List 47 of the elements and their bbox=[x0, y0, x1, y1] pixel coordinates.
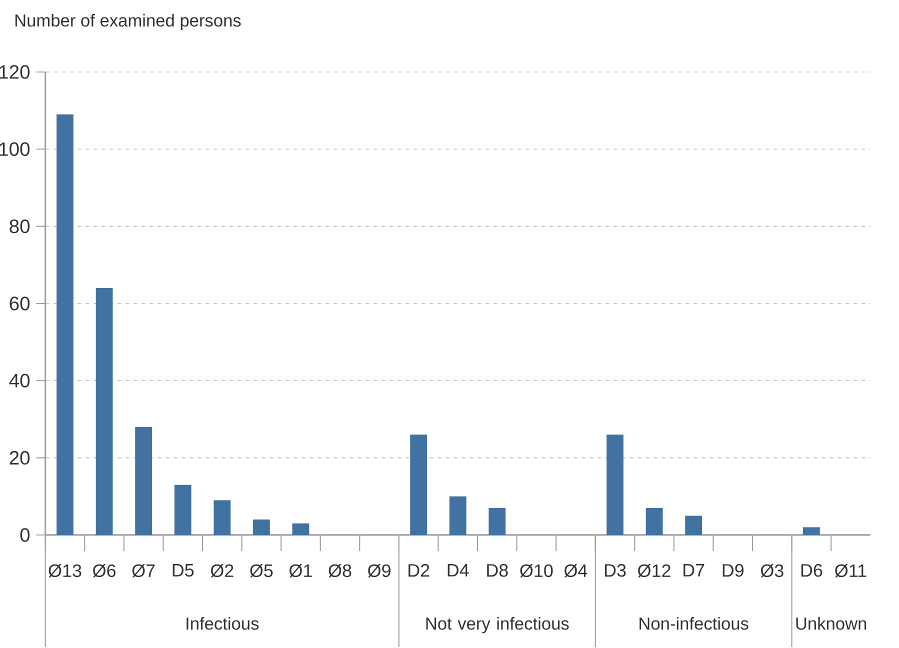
bar bbox=[410, 434, 428, 535]
x-tick-label: D5 bbox=[172, 564, 194, 577]
x-tick-label: Ø2 bbox=[210, 564, 234, 578]
bar bbox=[252, 520, 270, 535]
bar bbox=[214, 500, 231, 535]
bar bbox=[606, 434, 624, 535]
x-tick-label: D9 bbox=[722, 564, 744, 577]
x-tick-label: D2 bbox=[408, 564, 430, 577]
x-tick-label: Ø6 bbox=[92, 564, 116, 578]
x-tick-label: Ø1 bbox=[289, 564, 312, 578]
x-tick-label: D7 bbox=[684, 564, 704, 576]
bar bbox=[802, 527, 820, 535]
x-tick-label: Ø3 bbox=[760, 564, 784, 578]
x-tick-label: Ø10 bbox=[520, 564, 553, 578]
bar bbox=[56, 114, 74, 535]
x-tick-label: Ø12 bbox=[638, 564, 670, 578]
x-tick-label: D6 bbox=[801, 564, 822, 577]
x-tick-label: Ø5 bbox=[250, 564, 273, 578]
y-tick-label: 80 bbox=[10, 219, 30, 234]
x-tick-label: Ø13 bbox=[48, 564, 82, 578]
y-tick-label: 120 bbox=[0, 65, 30, 79]
bar bbox=[646, 508, 663, 535]
y-tick-label: 0 bbox=[20, 528, 30, 542]
bar bbox=[449, 496, 466, 535]
text: Infectious bbox=[186, 617, 259, 630]
bar bbox=[685, 516, 702, 535]
x-tick-label: Ø4 bbox=[564, 564, 588, 578]
x-tick-label: D8 bbox=[487, 564, 508, 577]
y-tick-label: 20 bbox=[10, 450, 30, 465]
text: Non-infectious bbox=[640, 617, 748, 630]
x-tick-label: Ø7 bbox=[132, 564, 155, 578]
x-tick-label: Ø8 bbox=[328, 564, 352, 578]
y-axis-title: Number of examined persons bbox=[15, 14, 241, 30]
bar bbox=[135, 426, 152, 535]
text: Unknown bbox=[796, 617, 866, 630]
bar bbox=[174, 484, 192, 535]
y-tick-label: 100 bbox=[0, 142, 30, 156]
bar bbox=[96, 288, 113, 535]
x-tick-label: D3 bbox=[604, 564, 626, 577]
y-tick-label: 60 bbox=[10, 296, 30, 310]
text: Not very infectious bbox=[426, 617, 569, 634]
x-tick-label: Ø11 bbox=[835, 564, 866, 578]
y-tick-label: 40 bbox=[9, 374, 30, 388]
bar bbox=[292, 523, 310, 535]
bar bbox=[488, 508, 506, 535]
x-tick-label: Ø9 bbox=[368, 564, 390, 578]
x-tick-label: D4 bbox=[448, 564, 469, 576]
